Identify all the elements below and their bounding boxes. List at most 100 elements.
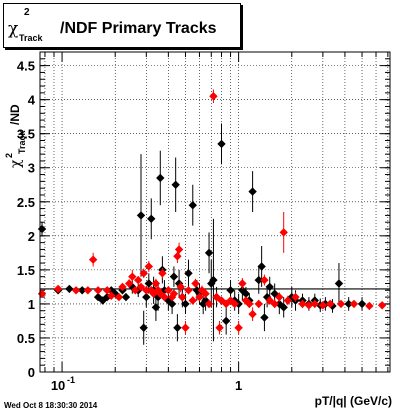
ylabel-sub: Track (17, 130, 27, 154)
data-point (144, 262, 154, 271)
x-tick-label: 1 (235, 378, 242, 393)
data-point (260, 275, 269, 285)
series-0 (37, 123, 367, 345)
data-point (124, 279, 134, 288)
data-point (139, 323, 148, 332)
y-tick-label: 4.5 (17, 59, 35, 74)
y-tick-label: 0 (28, 365, 35, 380)
timestamp: Wed Oct 8 18:30:30 2014 (4, 401, 98, 410)
data-points (37, 89, 387, 345)
data-point (248, 187, 257, 196)
data-point (241, 289, 251, 298)
data-point (158, 269, 167, 278)
data-point (136, 211, 146, 220)
data-point (136, 282, 146, 292)
y-tick-label: 2.5 (17, 195, 35, 210)
x-tick-label: 10 (51, 378, 65, 393)
y-tick-label: 2 (28, 229, 35, 244)
data-point (191, 279, 200, 288)
data-point (174, 245, 184, 254)
data-point (71, 286, 81, 295)
title-superscript: 2 (24, 7, 30, 18)
data-point (171, 180, 180, 189)
y-tick-label: 3 (28, 161, 35, 176)
data-point (325, 299, 335, 309)
data-point (334, 279, 344, 288)
y-tick-label: 1 (28, 297, 35, 312)
data-point (238, 279, 247, 288)
data-point (310, 299, 319, 309)
plot-frame (39, 51, 391, 373)
series-1 (37, 89, 387, 335)
grid-lines (40, 52, 390, 372)
tick-labels: 0 0.5 1 1.5 2 2.5 3 3.5 4 4.5 10 -1 1 (17, 59, 242, 393)
data-point (357, 299, 367, 309)
y-tick-label: 0.5 (17, 331, 35, 346)
ylabel-chi: χ (8, 159, 24, 168)
data-point (304, 301, 314, 310)
data-point (248, 309, 257, 319)
data-point (77, 286, 87, 295)
data-point (142, 292, 151, 302)
x-tick-label-exponent: -1 (67, 375, 75, 385)
data-point (226, 286, 235, 295)
data-point (215, 323, 224, 332)
data-point (188, 200, 197, 210)
data-point (160, 292, 169, 302)
data-point (102, 292, 112, 302)
y-tick-label: 1.5 (17, 263, 35, 278)
data-point (279, 228, 288, 237)
y-tick-label: 4 (28, 93, 36, 108)
data-point (245, 299, 254, 309)
data-point (209, 92, 218, 101)
data-point (318, 301, 328, 310)
data-point (178, 292, 187, 302)
data-point (260, 313, 269, 322)
x-axis-label: pT/|q| (GeV/c) (314, 394, 392, 408)
data-point (147, 214, 156, 224)
data-point (204, 299, 214, 309)
data-point (107, 291, 116, 300)
chart-title-box: χ 2 Track /NDF Primary Tracks (3, 3, 241, 48)
data-point (265, 282, 274, 292)
ylabel-sup: 2 (4, 152, 14, 158)
data-point (257, 262, 266, 271)
data-point (181, 323, 190, 332)
data-point (184, 286, 193, 295)
data-point (169, 272, 179, 281)
data-point (142, 286, 151, 295)
data-point (209, 275, 218, 285)
data-point (336, 299, 346, 309)
data-point (254, 299, 263, 309)
data-point (98, 296, 107, 305)
data-point (188, 296, 197, 305)
data-point (365, 301, 374, 311)
data-point (270, 299, 279, 309)
data-point (131, 286, 140, 295)
data-point (176, 282, 185, 292)
data-point (65, 284, 74, 294)
ylabel-rest: /ND (8, 104, 22, 125)
data-point (173, 323, 182, 332)
data-point (181, 299, 190, 309)
y-axis-label: χ 2 Track /ND (1, 58, 31, 168)
data-point (167, 299, 177, 309)
data-point (164, 286, 173, 295)
data-point (88, 255, 98, 264)
data-point (114, 292, 124, 302)
data-point (118, 282, 127, 292)
data-point (93, 286, 103, 295)
data-point (53, 284, 63, 294)
data-point (217, 139, 226, 149)
data-point (102, 286, 112, 295)
data-point (93, 292, 103, 302)
y-tick-label: 3.5 (17, 127, 35, 142)
data-point (230, 299, 239, 309)
data-point (291, 292, 300, 302)
data-point (144, 279, 154, 288)
chart-title: /NDF Primary Tracks (60, 20, 217, 37)
data-point (204, 248, 214, 258)
data-point (173, 252, 182, 261)
data-point (151, 303, 161, 312)
